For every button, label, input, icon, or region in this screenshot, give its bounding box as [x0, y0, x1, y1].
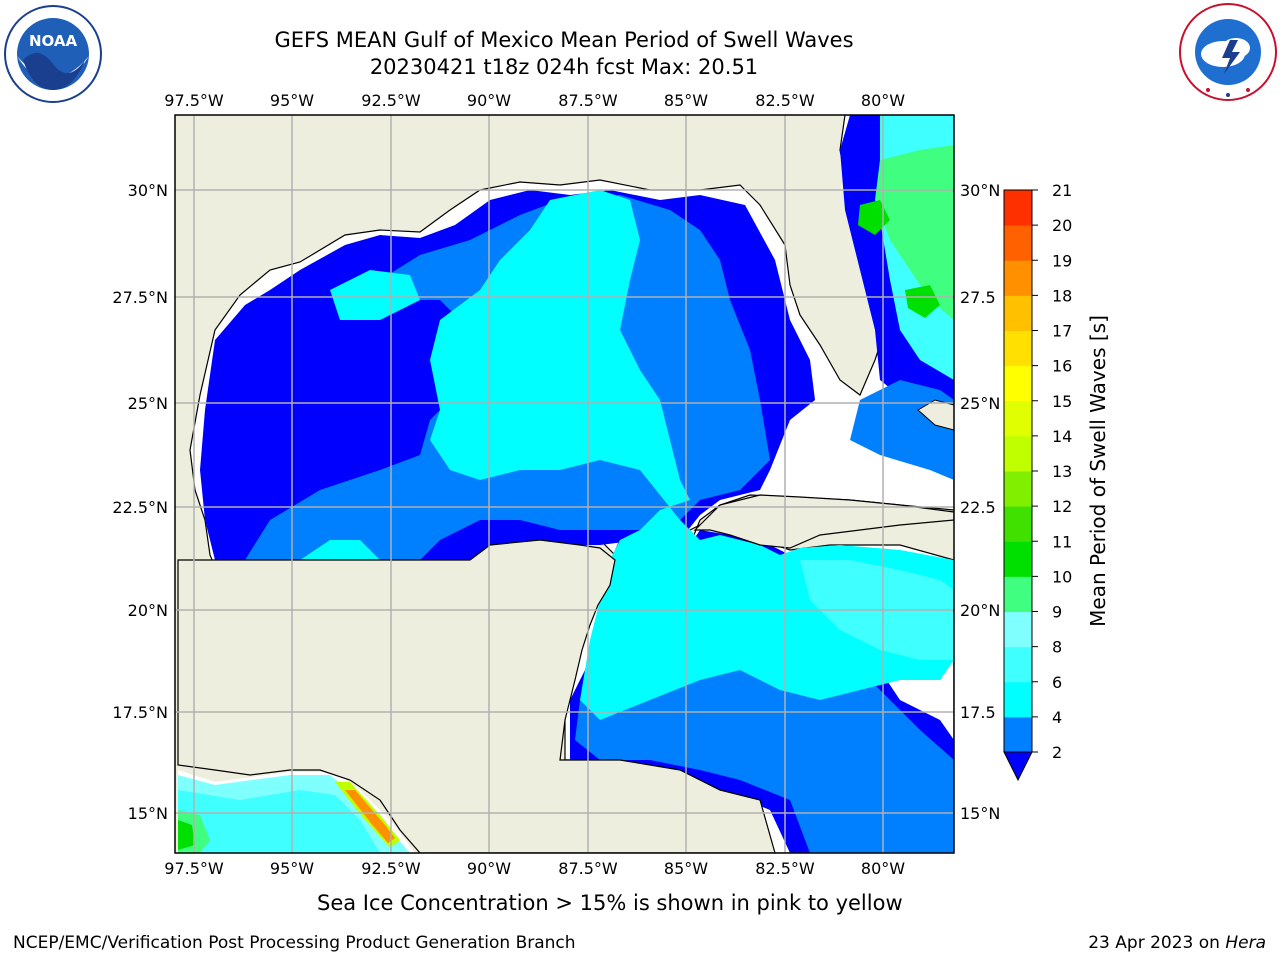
colorbar-tick-label: 21: [1052, 181, 1072, 200]
lon-label-bottom: 82.5°W: [755, 859, 815, 878]
colorbar-segment: [1004, 330, 1032, 367]
map-frame: [174, 114, 955, 854]
pacific-swell-high: [178, 820, 195, 850]
colorbar-segment: [1004, 260, 1032, 296]
lat-label-right: 15°N: [960, 804, 1000, 823]
lat-label-right: 27.5: [960, 288, 996, 307]
colorbar-tick-label: 17: [1052, 322, 1072, 341]
lat-label-left: 22.5°N: [112, 498, 168, 517]
chart-title: GEFS MEAN Gulf of Mexico Mean Period of …: [274, 28, 854, 52]
period-4-6-west: [330, 270, 420, 320]
bahamas-land: [917, 399, 954, 431]
footer-machine: Hera: [1225, 933, 1266, 953]
colorbar-segment: [1004, 400, 1032, 437]
lon-label-bottom: 92.5°W: [361, 859, 421, 878]
footer-date: 23 Apr 2023 on Hera: [1088, 933, 1266, 953]
lon-label-bottom: 90°W: [467, 859, 511, 878]
colorbar-segment: [1004, 190, 1032, 226]
colorbar-tick-label: 14: [1052, 427, 1072, 446]
colorbar-segment: [1004, 295, 1032, 331]
lat-label-left: 30°N: [128, 181, 168, 200]
pacific-swell-orange-band: [345, 790, 395, 843]
footer-date-text: 23 Apr 2023 on: [1088, 933, 1226, 953]
lon-label-top: 85°W: [664, 91, 708, 110]
cuba-land: [693, 494, 954, 549]
colorbar-tick-label: 2: [1052, 743, 1062, 762]
colorbar-tick-label: 12: [1052, 497, 1072, 516]
lon-label-top: 92.5°W: [361, 91, 421, 110]
lon-label-top: 90°W: [467, 91, 511, 110]
colorbar-tick-label: 20: [1052, 216, 1072, 235]
colorbar-tick-label: 19: [1052, 251, 1072, 270]
colorbar-segment: [1004, 681, 1032, 718]
colorbar-tick-label: 6: [1052, 673, 1062, 692]
lon-label-top: 82.5°W: [755, 91, 815, 110]
lon-label-bottom: 95°W: [270, 859, 314, 878]
lon-label-bottom: 85°W: [664, 859, 708, 878]
lon-label-bottom: 87.5°W: [558, 859, 618, 878]
period-10-11-patch-2: [905, 285, 940, 318]
colorbar: 2 4 6 8 9 10 11 12 13 14 15 16 17 18 19 20 21: [1003, 181, 1072, 782]
colorbar-segment: [1004, 716, 1032, 753]
lon-label-top: 80°W: [861, 91, 905, 110]
lat-label-left: 20°N: [128, 601, 168, 620]
lat-label-left: 15°N: [128, 804, 168, 823]
lon-label-top: 87.5°W: [558, 91, 618, 110]
period-9-10-atlantic: [875, 145, 954, 320]
colorbar-label: Mean Period of Swell Waves [s]: [1086, 315, 1110, 627]
footer-credit: NCEP/EMC/Verification Post Processing Pr…: [13, 933, 576, 953]
sea-ice-note: Sea Ice Concentration > 15% is shown in …: [317, 891, 903, 915]
nws-logo-icon: [1179, 3, 1277, 101]
colorbar-tick-label: 15: [1052, 392, 1072, 411]
lat-label-right: 17.5: [960, 703, 996, 722]
colorbar-segment: [1004, 541, 1032, 577]
colorbar-segment: [1004, 576, 1032, 612]
lon-label-top: 95°W: [270, 91, 314, 110]
colorbar-segment: [1004, 611, 1032, 648]
pacific-swell-cyan: [178, 790, 380, 853]
colorbar-segment: [1004, 506, 1032, 542]
colorbar-tick-label: 4: [1052, 708, 1062, 727]
colorbar-tick-label: 9: [1052, 603, 1062, 622]
period-10-11-patch: [858, 200, 890, 235]
graticule: [175, 115, 954, 853]
colorbar-tick-label: 10: [1052, 567, 1072, 586]
colorbar-tick-label: 18: [1052, 286, 1072, 305]
chart-subtitle: 20230421 t18z 024h fcst Max: 20.51: [369, 55, 759, 79]
lon-label-bottom: 80°W: [861, 859, 905, 878]
yucatan-land: [177, 539, 776, 853]
colorbar-segment: [1004, 365, 1032, 402]
lat-label-left: 27.5°N: [112, 288, 168, 307]
lon-label-bottom: 97.5°W: [164, 859, 224, 878]
colorbar-tick-label: 16: [1052, 357, 1072, 376]
lat-label-left: 25°N: [128, 394, 168, 413]
colorbar-segment: [1004, 435, 1032, 472]
colorbar-under-extension: [1003, 751, 1033, 782]
lon-label-top: 97.5°W: [164, 91, 224, 110]
colorbar-segment: [1004, 646, 1032, 683]
colorbar-tick-label: 11: [1052, 532, 1072, 551]
colorbar-segment: [1004, 471, 1032, 507]
lat-label-right: 20°N: [960, 601, 1000, 620]
colorbar-tick-label: 13: [1052, 462, 1072, 481]
noaa-logo-icon: NOAA: [4, 5, 102, 103]
colorbar-segment: [1004, 225, 1032, 261]
lat-label-right: 25°N: [960, 394, 1000, 413]
lat-label-right: 22.5: [960, 498, 996, 517]
lat-label-left: 17.5°N: [112, 703, 168, 722]
colorbar-tick-label: 8: [1052, 638, 1062, 657]
lat-label-right: 30°N: [960, 181, 1000, 200]
noaa-logo-text: NOAA: [29, 32, 78, 50]
